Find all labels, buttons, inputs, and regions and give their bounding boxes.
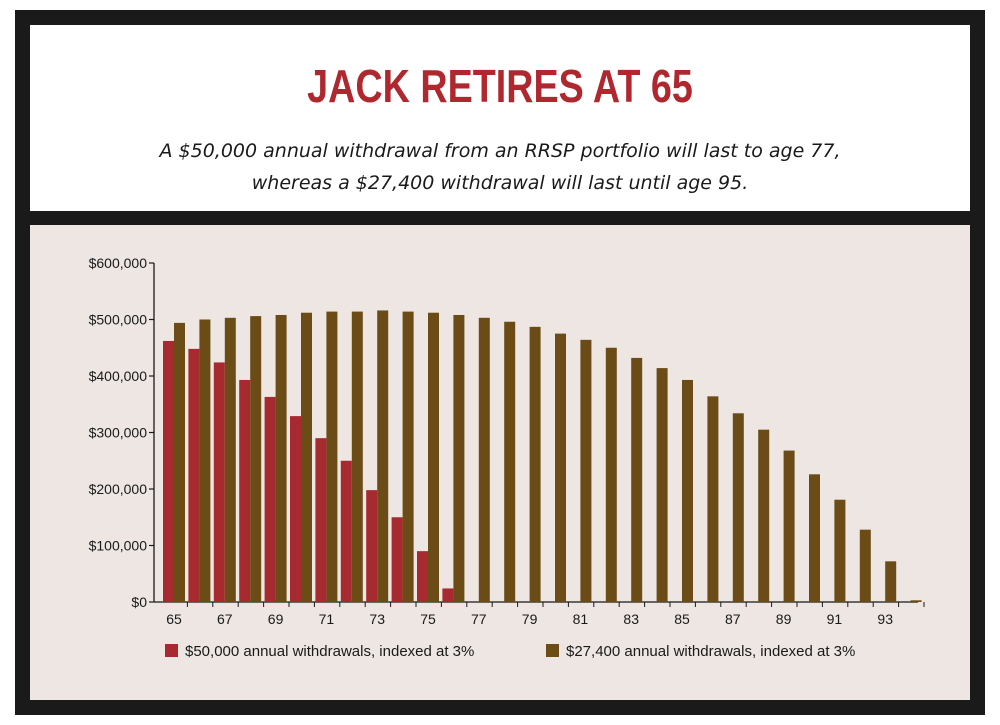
bar-series-2 [580, 339, 592, 602]
bar-chart: $0 $100,000 $200,000 $300,000 $400,000 $500,0… [89, 255, 925, 660]
chart-subtitle: A $50,000 annual withdrawal from an RRSP… [30, 135, 970, 199]
legend-label-series-1: $50,000 annual withdrawals, indexed at 3… [185, 643, 474, 660]
x-tick-label: 73 [369, 611, 385, 627]
y-tick-label: $600,000 [89, 255, 148, 271]
bar-series-2 [885, 561, 897, 602]
bar-series-2 [174, 322, 185, 602]
bar-series-2 [631, 357, 643, 602]
bar-series-2 [478, 317, 490, 602]
bar-series-2 [377, 310, 389, 602]
x-tick-label: 75 [420, 611, 436, 627]
bar-series-2 [758, 429, 770, 602]
x-tick-label: 83 [623, 611, 639, 627]
bar-series-1 [442, 588, 454, 602]
bar-series-2 [199, 319, 211, 602]
bar-series-2 [275, 314, 287, 602]
subtitle-line-1: A $50,000 annual withdrawal from an RRSP… [159, 140, 841, 162]
y-tick-label: $200,000 [89, 481, 148, 497]
bar-series-2 [783, 450, 795, 602]
bar-series-1 [417, 551, 428, 602]
bar-series-2 [910, 600, 922, 602]
bar-series-2 [605, 347, 617, 602]
bar-series-2 [301, 312, 312, 602]
y-tick-label: $500,000 [89, 312, 148, 328]
bar-series-1 [391, 517, 403, 602]
x-tick-label: 79 [522, 611, 538, 627]
legend-swatch-series-1 [165, 644, 178, 657]
legend-label-series-2: $27,400 annual withdrawals, indexed at 3… [566, 643, 855, 660]
y-tick-label: $100,000 [89, 538, 148, 554]
x-tick-label: 87 [725, 611, 741, 627]
bar-series-2 [504, 321, 516, 602]
bar-series-2 [707, 396, 719, 602]
bar-series-1 [290, 416, 301, 602]
bar-series-2 [656, 368, 668, 602]
header-panel: JACK RETIRES AT 65 A $50,000 annual with… [30, 25, 970, 211]
bar-series-2 [529, 326, 541, 602]
y-tick-label: $0 [131, 594, 147, 610]
bar-series-2 [732, 413, 744, 602]
x-tick-label: 81 [573, 611, 589, 627]
subtitle-line-2: whereas a $27,400 withdrawal will last u… [251, 172, 749, 194]
bar-series-2 [224, 317, 236, 602]
bar-series-1 [213, 362, 225, 602]
bar-series-1 [315, 438, 327, 602]
x-tick-label: 89 [776, 611, 792, 627]
bar-series-2 [402, 311, 414, 602]
bar-series-2 [351, 311, 363, 602]
bar-series-1 [188, 348, 200, 602]
bar-series-2 [453, 314, 465, 602]
x-tick-label: 77 [471, 611, 487, 627]
bar-series-2 [682, 379, 693, 602]
y-tick-label: $400,000 [89, 368, 148, 384]
x-tick-label: 67 [217, 611, 233, 627]
bar-series-1 [366, 490, 378, 602]
chart-title: JACK RETIRES AT 65 [307, 60, 693, 112]
bar-series-2 [555, 333, 566, 602]
bar-series-2 [250, 316, 262, 602]
x-tick-label: 65 [166, 611, 182, 627]
legend-swatch-series-2 [546, 644, 559, 657]
bar-series-1 [163, 340, 174, 602]
x-tick-label: 69 [268, 611, 284, 627]
bar-series-1 [340, 460, 352, 602]
bar-series-1 [264, 396, 276, 602]
bar-series-2 [834, 499, 846, 602]
bar-series-2 [809, 474, 820, 602]
bar-series-2 [326, 311, 338, 602]
bar-series-1 [239, 379, 251, 602]
x-tick-label: 93 [877, 611, 893, 627]
x-tick-label: 85 [674, 611, 690, 627]
y-tick-label: $300,000 [89, 425, 148, 441]
bar-series-2 [859, 529, 871, 602]
bar-series-2 [428, 312, 439, 602]
chart-panel: $0 $100,000 $200,000 $300,000 $400,000 $500,0… [30, 225, 970, 700]
x-tick-label: 91 [827, 611, 843, 627]
x-tick-label: 71 [319, 611, 335, 627]
